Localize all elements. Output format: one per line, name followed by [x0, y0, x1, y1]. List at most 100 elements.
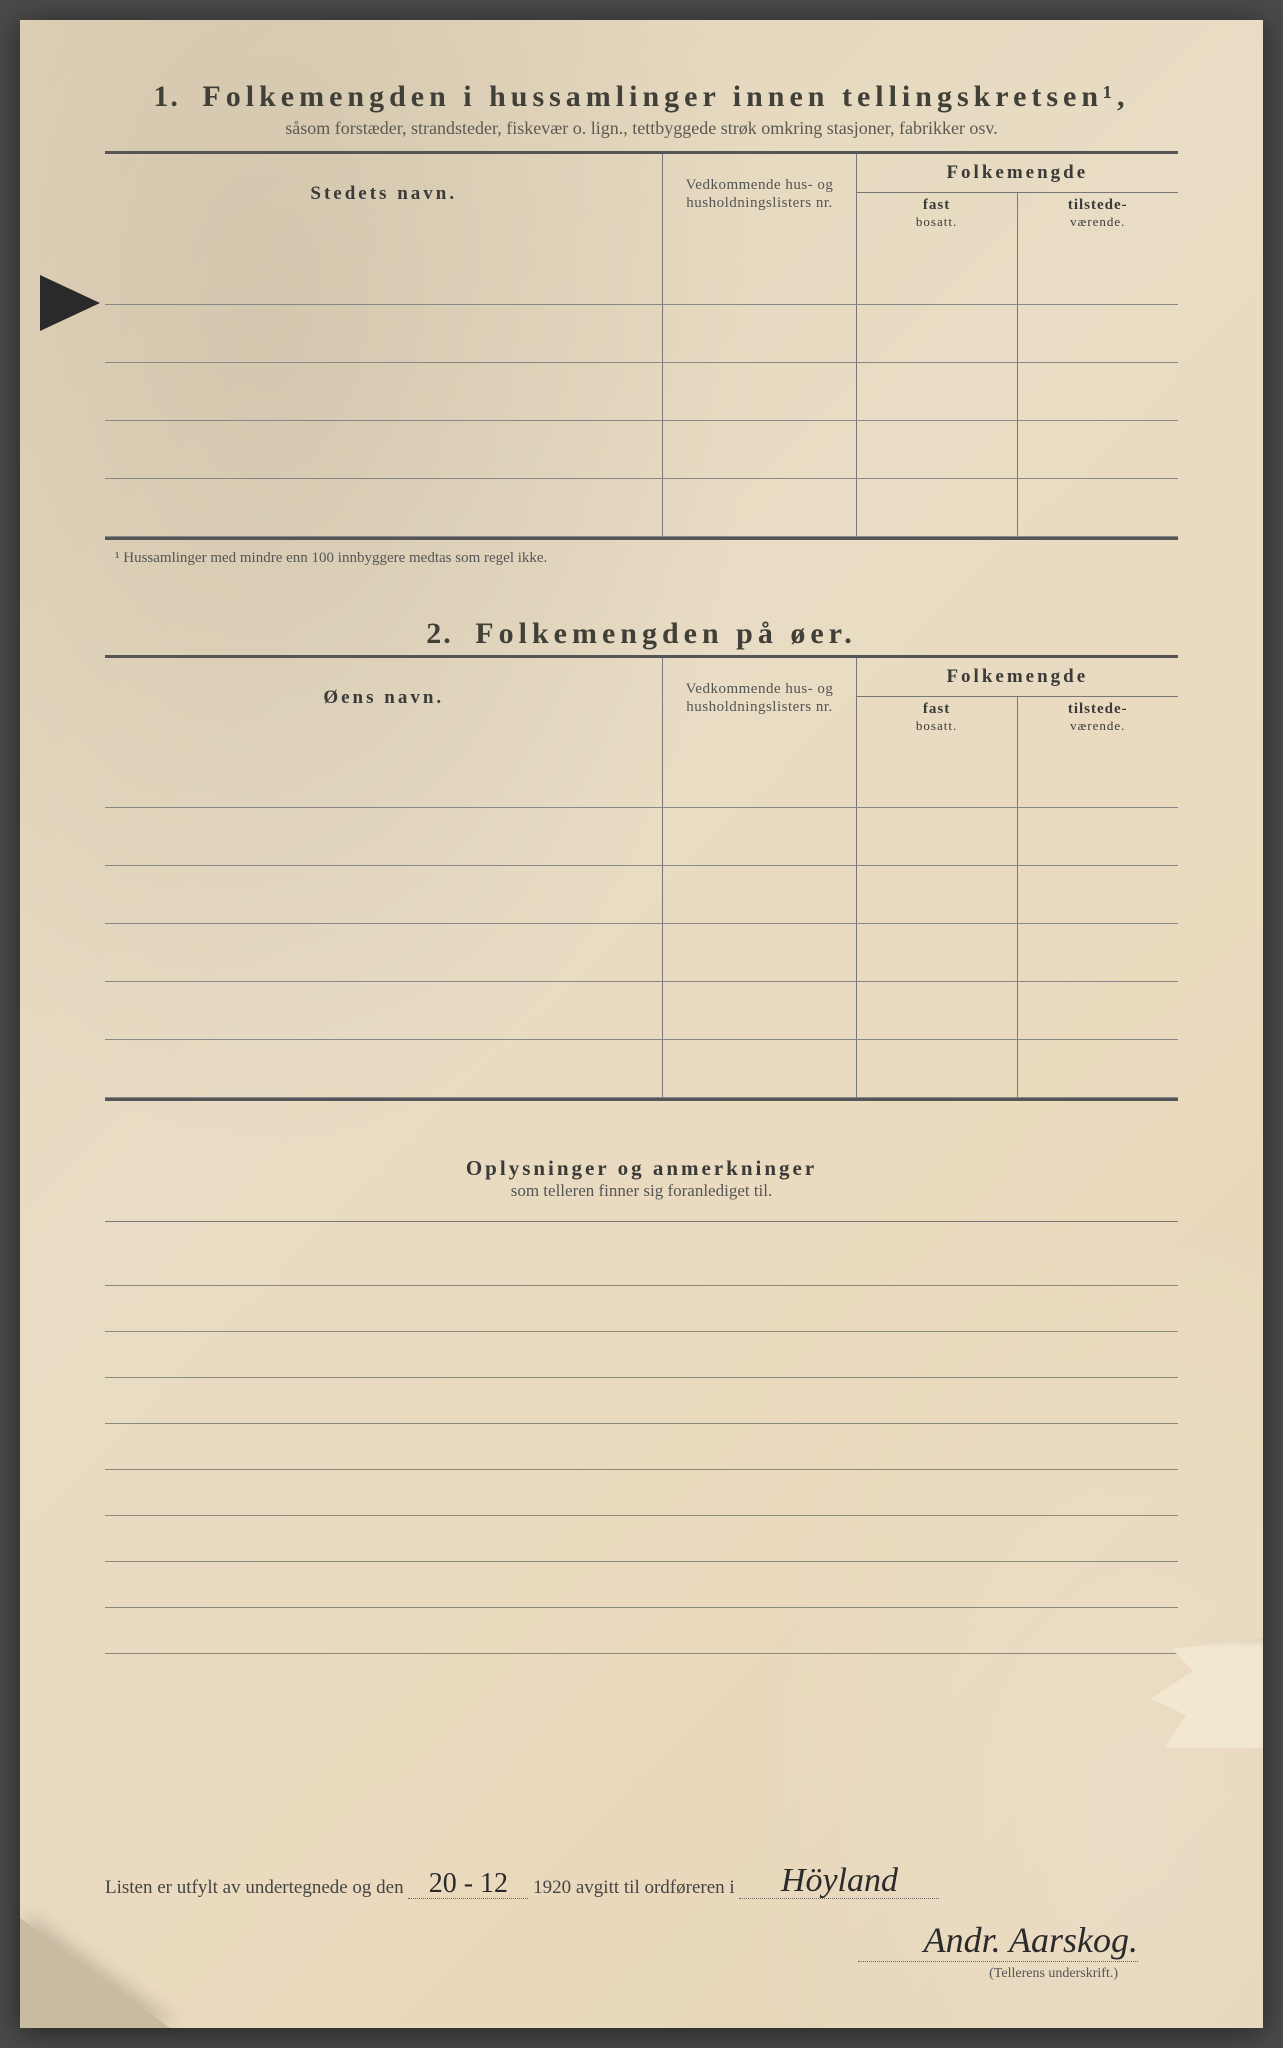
col-listers-nr: Vedkommende hus- og husholdningslisters … [663, 658, 856, 738]
table-cell [1017, 304, 1178, 362]
section2-number: 2. [426, 617, 453, 650]
col-fast-sub: bosatt. [861, 718, 1013, 734]
col-stedets-navn: Stedets navn. [105, 154, 663, 234]
table-cell [1017, 808, 1178, 866]
remark-line [105, 1286, 1178, 1332]
col-til-label: tilstede- [1068, 701, 1128, 717]
table-cell [1017, 420, 1178, 478]
table-cell [105, 866, 663, 924]
table-cell [1017, 924, 1178, 982]
col-oens-navn: Øens navn. [105, 658, 663, 738]
col-fast-label: fast [923, 701, 950, 717]
table-cell [856, 478, 1017, 536]
table-cell [105, 234, 663, 304]
col-folkemengde: Folkemengde [856, 154, 1178, 193]
remark-line [105, 1562, 1178, 1608]
table-cell [105, 478, 663, 536]
table-cell [1017, 866, 1178, 924]
section1-footnote: ¹ Hussamlinger med mindre enn 100 innbyg… [115, 550, 1178, 567]
signature-area: Listen er utfylt av undertegnede og den … [105, 1864, 1178, 1982]
sig-prefix: Listen er utfylt av undertegnede og den [105, 1877, 404, 1898]
table-cell [663, 362, 856, 420]
table-row [105, 420, 1178, 478]
table-cell [856, 234, 1017, 304]
table-row [105, 478, 1178, 536]
table-row [105, 866, 1178, 924]
section1-number: 1. [153, 80, 180, 113]
table-cell [663, 982, 856, 1040]
sig-year: 1920 [533, 1877, 571, 1898]
table-cell [105, 362, 663, 420]
table-cell [1017, 234, 1178, 304]
col-til-sub: værende. [1022, 718, 1174, 734]
col-tilstede: tilstede- værende. [1017, 696, 1178, 738]
census-form-page: 1. Folkemengden i hussamlinger innen tel… [20, 20, 1263, 2028]
table-row [105, 982, 1178, 1040]
col-til-sub: værende. [1022, 214, 1174, 230]
table-cell [663, 478, 856, 536]
col-tilstede: tilstede- værende. [1017, 193, 1178, 235]
table-cell [663, 866, 856, 924]
rule [105, 1221, 1178, 1222]
sig-caption: (Tellerens underskrift.) [105, 1966, 1178, 1982]
table-cell [856, 982, 1017, 1040]
col-fast-sub: bosatt. [861, 214, 1013, 230]
remark-line [105, 1332, 1178, 1378]
table-cell [105, 738, 663, 808]
paper-torn-corner [1123, 1638, 1263, 1748]
section2-title: 2. Folkemengden på øer. [105, 617, 1178, 651]
sig-date: 20 - 12 [408, 1870, 528, 1899]
sig-place: Höyland [739, 1864, 939, 1899]
table-cell [1017, 362, 1178, 420]
section1-subtitle: såsom forstæder, strandsteder, fiskevær … [105, 118, 1178, 139]
remark-line [105, 1378, 1178, 1424]
paper-fold-corner [20, 1918, 170, 2028]
table-cell [856, 304, 1017, 362]
sig-mid: avgitt til ordføreren i [576, 1877, 735, 1898]
section1-title-text: Folkemengden i hussamlinger innen tellin… [202, 80, 1129, 113]
table-cell [856, 362, 1017, 420]
section2-table: Øens navn. Vedkommende hus- og husholdni… [105, 658, 1178, 1099]
table-cell [663, 304, 856, 362]
table-cell [1017, 982, 1178, 1040]
table-cell [663, 1040, 856, 1098]
table-row [105, 234, 1178, 304]
table-cell [663, 808, 856, 866]
table-row [105, 304, 1178, 362]
table-cell [663, 420, 856, 478]
section2: 2. Folkemengden på øer. Øens navn. Vedko… [105, 617, 1178, 1102]
remarks-subtitle: som telleren finner sig foranlediget til… [105, 1181, 1178, 1201]
remark-line [105, 1240, 1178, 1286]
table-cell [1017, 738, 1178, 808]
table-cell [105, 420, 663, 478]
table-cell [856, 866, 1017, 924]
table-cell [663, 234, 856, 304]
col-til-label: tilstede- [1068, 197, 1128, 213]
table-cell [105, 304, 663, 362]
section2-title-text: Folkemengden på øer. [475, 617, 856, 650]
col-fast-label: fast [923, 197, 950, 213]
rule [105, 1098, 1178, 1101]
signer-name: Andr. Aarskog. [858, 1919, 1138, 1962]
table-cell [1017, 1040, 1178, 1098]
paper-tear [40, 275, 100, 331]
remark-line [105, 1470, 1178, 1516]
table-row [105, 924, 1178, 982]
table-cell [856, 808, 1017, 866]
table-row [105, 808, 1178, 866]
table-cell [105, 924, 663, 982]
table-cell [663, 738, 856, 808]
section3: Oplysninger og anmerkninger som telleren… [105, 1156, 1178, 1654]
col-fast: fast bosatt. [856, 696, 1017, 738]
table-cell [856, 924, 1017, 982]
section1-title: 1. Folkemengden i hussamlinger innen tel… [105, 80, 1178, 114]
table-cell [105, 1040, 663, 1098]
remark-line [105, 1608, 1178, 1654]
remarks-lines [105, 1240, 1178, 1654]
table-cell [1017, 478, 1178, 536]
table-row [105, 1040, 1178, 1098]
table-cell [105, 982, 663, 1040]
col-fast: fast bosatt. [856, 193, 1017, 235]
table-row [105, 738, 1178, 808]
col-folkemengde: Folkemengde [856, 658, 1178, 697]
